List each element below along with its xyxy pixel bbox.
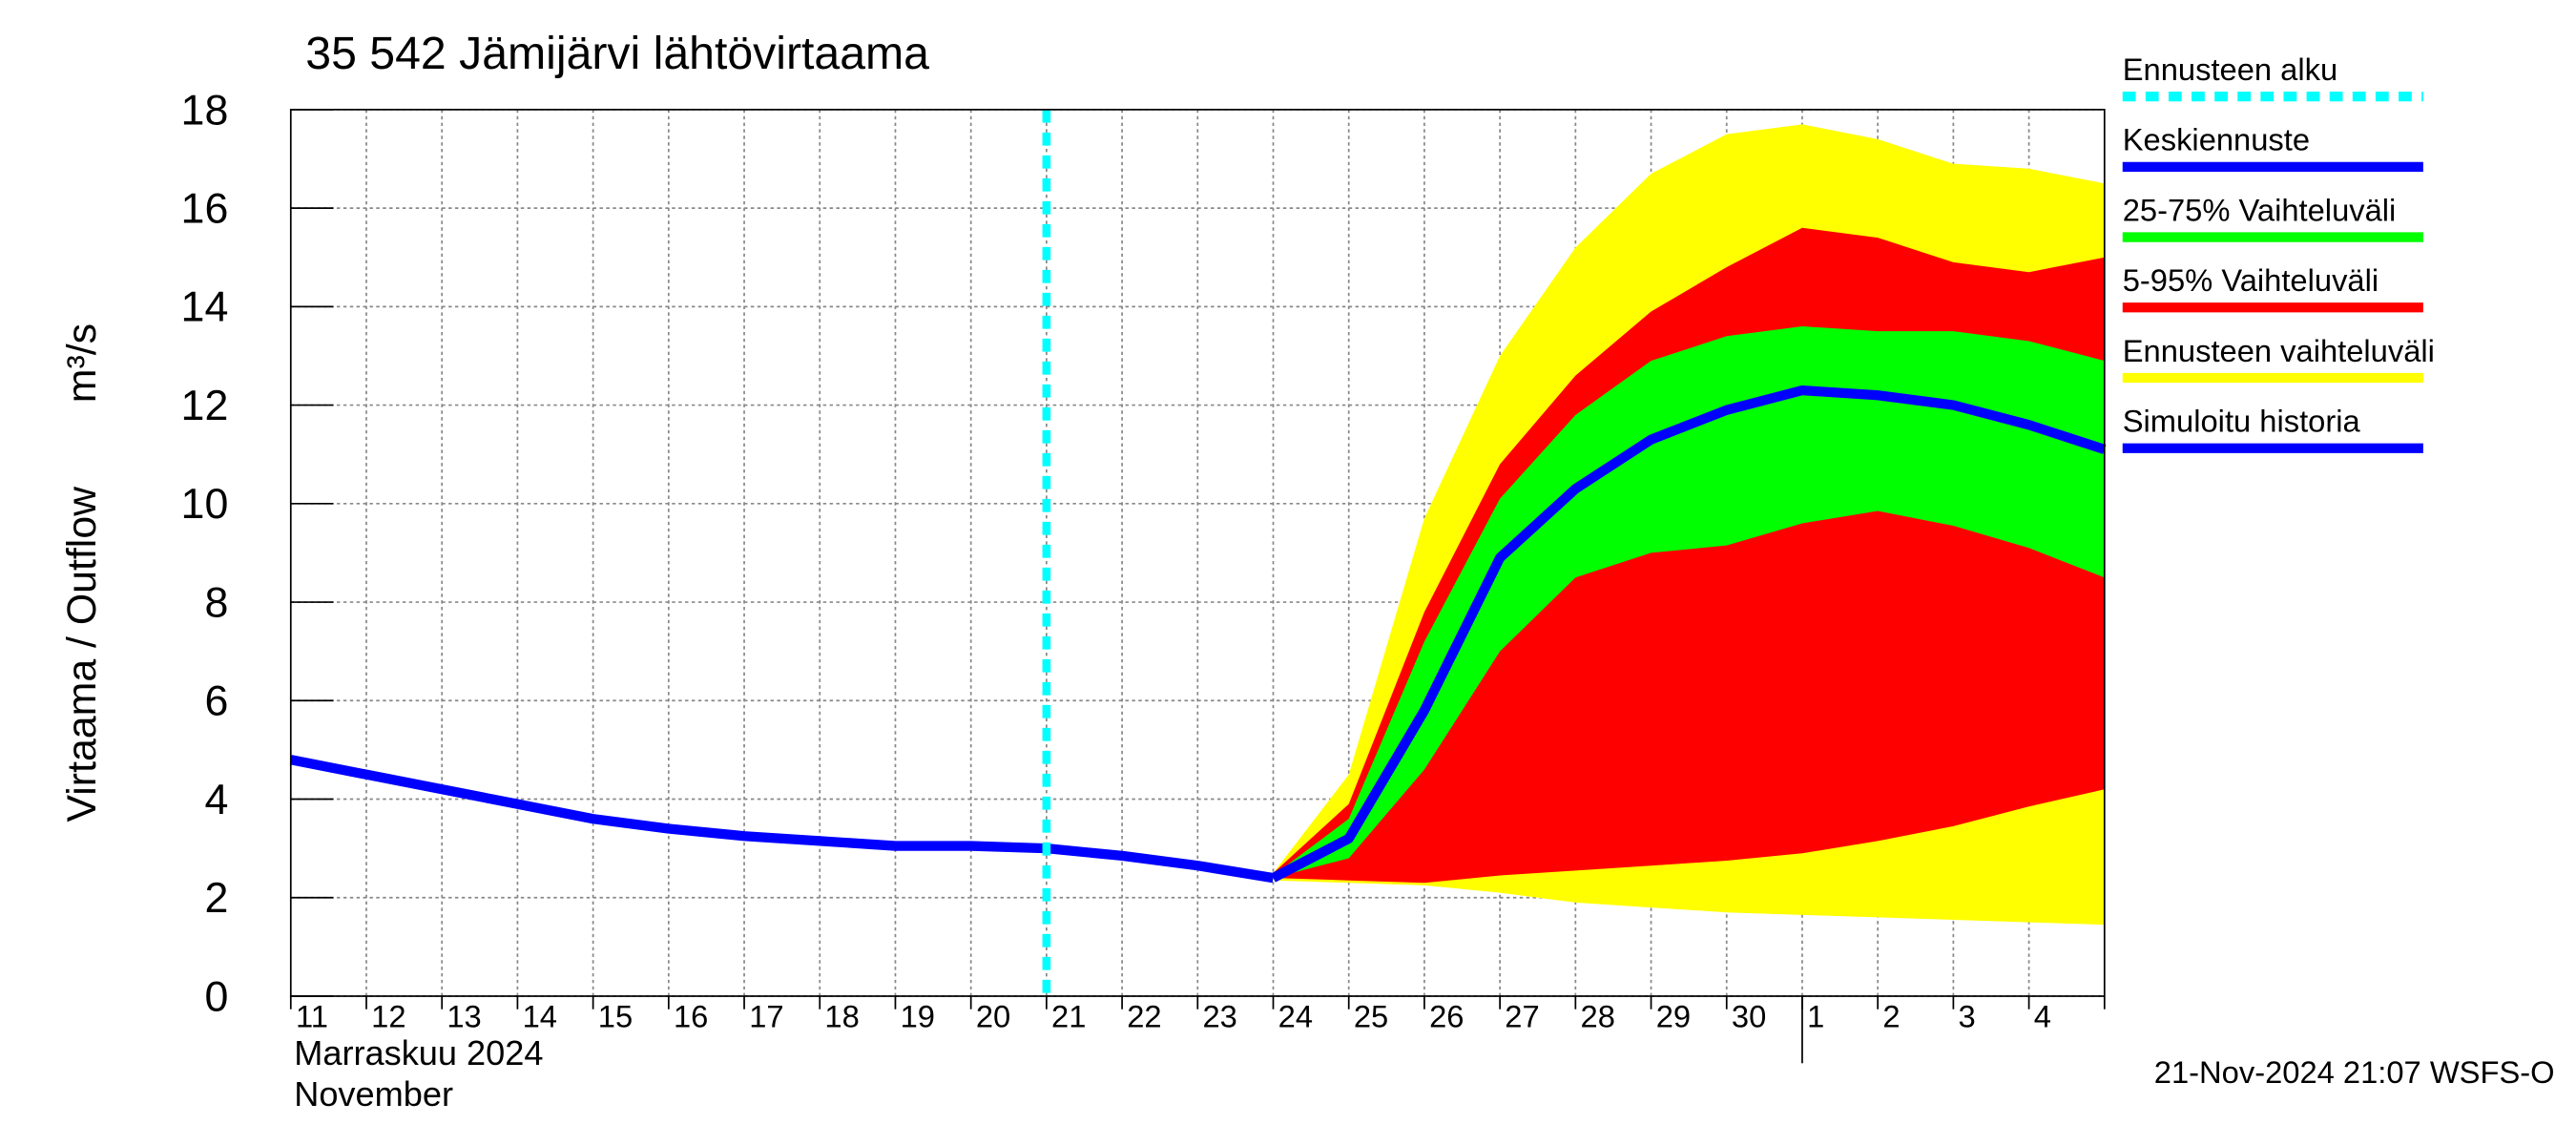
x-tick-label: 27 [1505,999,1539,1034]
x-tick-label: 16 [674,999,708,1034]
y-tick-label: 14 [181,284,229,331]
y-tick-label: 6 [204,678,228,725]
x-tick-label: 17 [749,999,783,1034]
legend-label: Ennusteen vaihteluväli [2123,333,2435,368]
x-tick-label: 22 [1127,999,1161,1034]
x-tick-label: 20 [976,999,1010,1034]
line [1271,385,2107,883]
x-axis-label: Marraskuu 2024 [294,1033,543,1072]
x-tick-label: 25 [1354,999,1388,1034]
x-tick-label: 4 [2034,999,2051,1034]
x-tick-label: 28 [1581,999,1615,1034]
y-tick-label: 18 [181,87,229,134]
x-tick-label: 26 [1429,999,1464,1034]
x-axis-label: November [294,1074,453,1114]
y-tick-label: 2 [204,875,228,922]
x-tick-label: 11 [296,999,328,1034]
x-tick-label: 12 [371,999,405,1034]
x-tick-label: 19 [901,999,935,1034]
x-tick-label: 14 [523,999,557,1034]
x-tick-label: 2 [1882,999,1900,1034]
x-tick-label: 1 [1807,999,1824,1034]
x-tick-label: 23 [1202,999,1236,1034]
x-tick-label: 18 [824,999,859,1034]
y-tick-label: 8 [204,580,228,627]
plot-frame [289,109,2106,997]
y-tick-label: 4 [204,777,228,823]
line [289,755,1275,884]
timestamp: 21-Nov-2024 21:07 WSFS-O [2154,1054,2555,1090]
band [1273,325,2105,879]
y-tick-label: 12 [181,383,229,429]
x-tick-label: 21 [1051,999,1086,1034]
x-tick-label: 15 [598,999,633,1034]
legend-label: Keskiennuste [2123,122,2310,157]
legend-label: 25-75% Vaihteluväli [2123,192,2397,227]
y-tick-label: 16 [181,186,229,233]
x-tick-label: 3 [1959,999,1976,1034]
legend-label: Ennusteen alku [2123,52,2337,87]
y-axis-label: Virtaama / Outflow [59,486,105,822]
x-tick-label: 13 [447,999,481,1034]
x-tick-label: 29 [1656,999,1691,1034]
x-tick-label: 30 [1732,999,1766,1034]
y-tick-label: 0 [204,974,228,1021]
y-axis-unit: m³/s [59,323,105,403]
legend-label: 5-95% Vaihteluväli [2123,262,2379,298]
chart-title: 35 542 Jämijärvi lähtövirtaama [305,28,929,79]
x-tick-label: 24 [1278,999,1313,1034]
legend-label: Simuloitu historia [2123,404,2361,439]
y-tick-label: 10 [181,481,229,528]
